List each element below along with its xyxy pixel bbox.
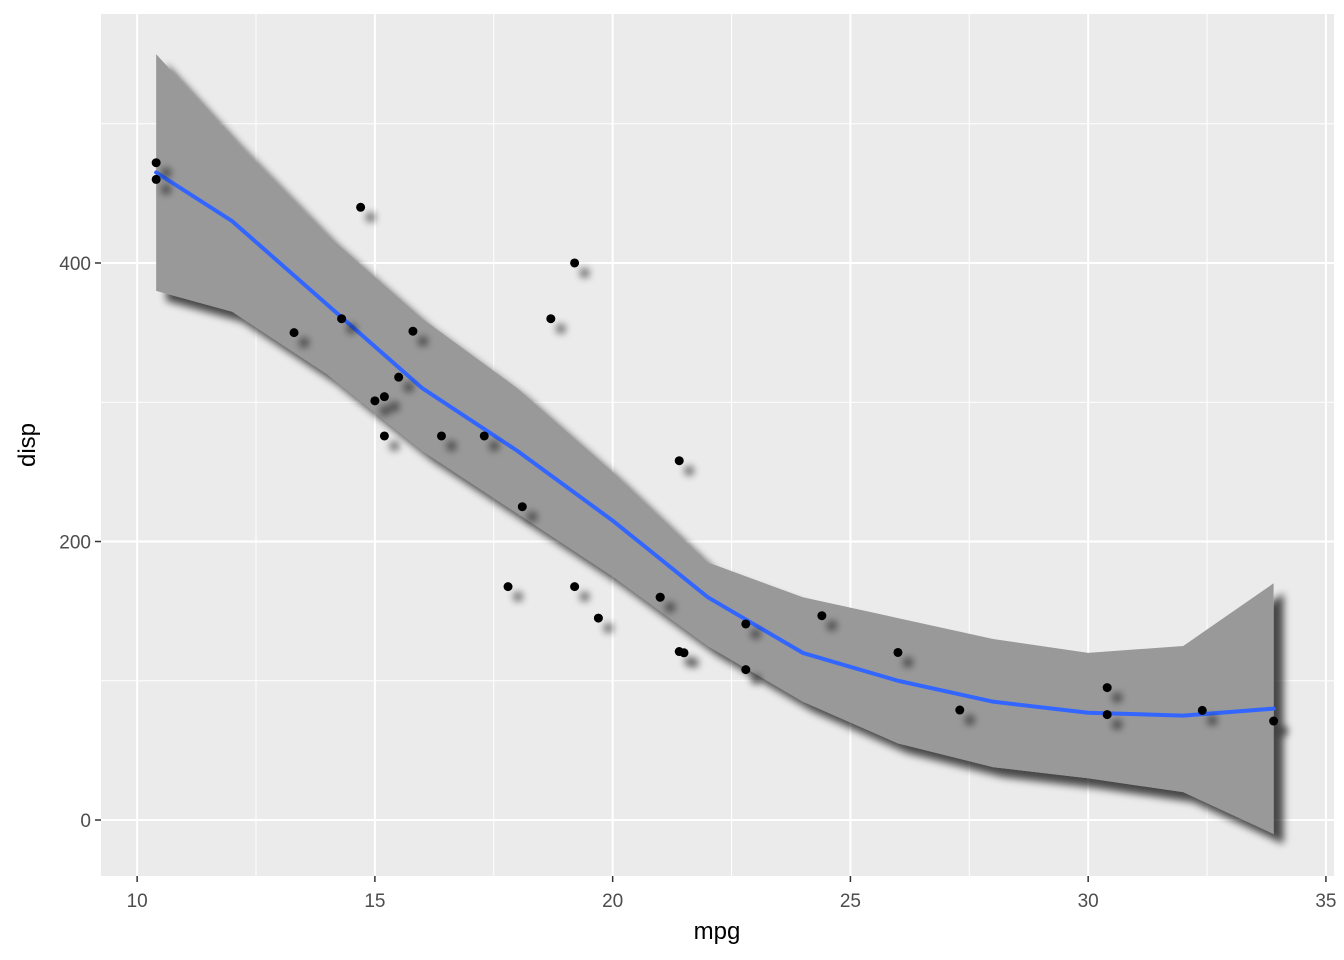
x-tick-label: 30 (1078, 891, 1099, 912)
x-tick-label: 10 (127, 891, 148, 912)
y-tick-label: 0 (80, 811, 91, 832)
point (741, 619, 751, 629)
point (655, 592, 665, 602)
point (408, 326, 418, 336)
point (151, 174, 161, 184)
x-axis-title: mpg (694, 918, 741, 945)
smooth-line (154, 170, 1276, 718)
point (674, 647, 684, 657)
point (151, 158, 161, 168)
x-tick-label: 35 (1315, 891, 1336, 912)
point (741, 665, 751, 675)
point (817, 611, 827, 621)
y-axis-title: disp (14, 423, 41, 467)
point (955, 705, 965, 715)
point (379, 431, 389, 441)
point (289, 328, 299, 338)
point (394, 372, 404, 382)
point (479, 431, 489, 441)
point (503, 582, 513, 592)
point (1102, 683, 1112, 693)
point (593, 613, 603, 623)
point (379, 392, 389, 402)
point (893, 647, 903, 657)
point (570, 582, 580, 592)
point (1197, 705, 1207, 715)
point (370, 396, 380, 406)
y-tick-label: 200 (59, 533, 91, 554)
x-tick-label: 25 (840, 891, 861, 912)
point (546, 314, 556, 324)
y-tick-label: 400 (59, 254, 91, 275)
point (337, 314, 347, 324)
confidence-band (156, 54, 1274, 834)
point (1102, 710, 1112, 720)
point (517, 502, 527, 512)
point (356, 202, 366, 212)
point (1269, 716, 1279, 726)
x-tick-label: 20 (602, 891, 623, 912)
point (570, 258, 580, 268)
x-tick-label: 15 (364, 891, 385, 912)
point (436, 431, 446, 441)
point (674, 456, 684, 466)
